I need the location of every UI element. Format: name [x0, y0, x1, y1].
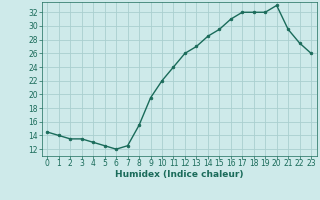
X-axis label: Humidex (Indice chaleur): Humidex (Indice chaleur)	[115, 170, 244, 179]
